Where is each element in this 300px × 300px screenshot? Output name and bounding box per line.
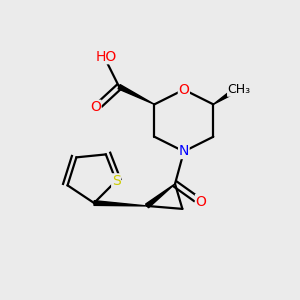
Text: O: O [178,82,189,97]
Polygon shape [146,184,175,208]
Text: CH₃: CH₃ [228,83,251,96]
Polygon shape [118,85,154,104]
Polygon shape [94,201,147,206]
Text: HO: HO [95,50,116,64]
Text: N: N [179,145,189,158]
Polygon shape [213,89,235,104]
Text: O: O [90,100,101,114]
Text: S: S [112,174,121,188]
Text: O: O [196,194,206,208]
